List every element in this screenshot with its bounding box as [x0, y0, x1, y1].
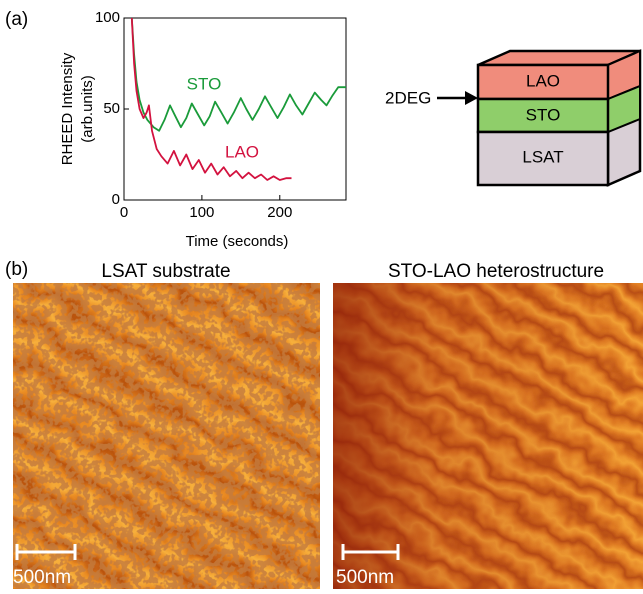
scale-label: 500nm: [13, 567, 71, 588]
x-tick-label: 0: [120, 204, 128, 221]
afm-shading: [333, 283, 643, 589]
panel-label: (b): [5, 259, 28, 280]
scale-label: 500nm: [336, 567, 394, 588]
afm-image: [310, 260, 643, 589]
layer-label: LAO: [526, 71, 560, 90]
series-label: STO: [187, 74, 222, 93]
image-title: STO-LAO heterostructure: [388, 261, 604, 282]
layer-label: STO: [526, 105, 561, 124]
x-axis-label: Time (seconds): [186, 233, 289, 250]
y-tick-label: 0: [112, 191, 120, 208]
layer-diagram: LAO STO LSAT 2DEG: [385, 51, 640, 185]
x-tick-label: 200: [267, 204, 292, 221]
rheed-chart: 0 100 200 0 50 100 Time (seconds) RHEED Intensi…: [59, 9, 346, 250]
interface-label: 2DEG: [385, 88, 431, 107]
y-tick-label: 50: [103, 100, 120, 117]
arrow-head: [465, 91, 478, 105]
afm-image: [0, 260, 350, 589]
y-axis-label: (arb.units): [79, 75, 96, 143]
image-title: LSAT substrate: [101, 261, 230, 282]
series-label: LAO: [225, 142, 259, 161]
layer-label: LSAT: [522, 147, 563, 166]
data-line: [132, 18, 346, 131]
y-tick-label: 100: [95, 9, 120, 26]
panel-label: (a): [5, 9, 28, 30]
afm-specks: [13, 283, 320, 589]
figure: (a) (b) 0 100 200 0 50 100 Time (seconds) RHEED…: [0, 0, 643, 589]
y-axis-label: RHEED Intensity: [59, 52, 76, 165]
x-tick-label: 100: [189, 204, 214, 221]
